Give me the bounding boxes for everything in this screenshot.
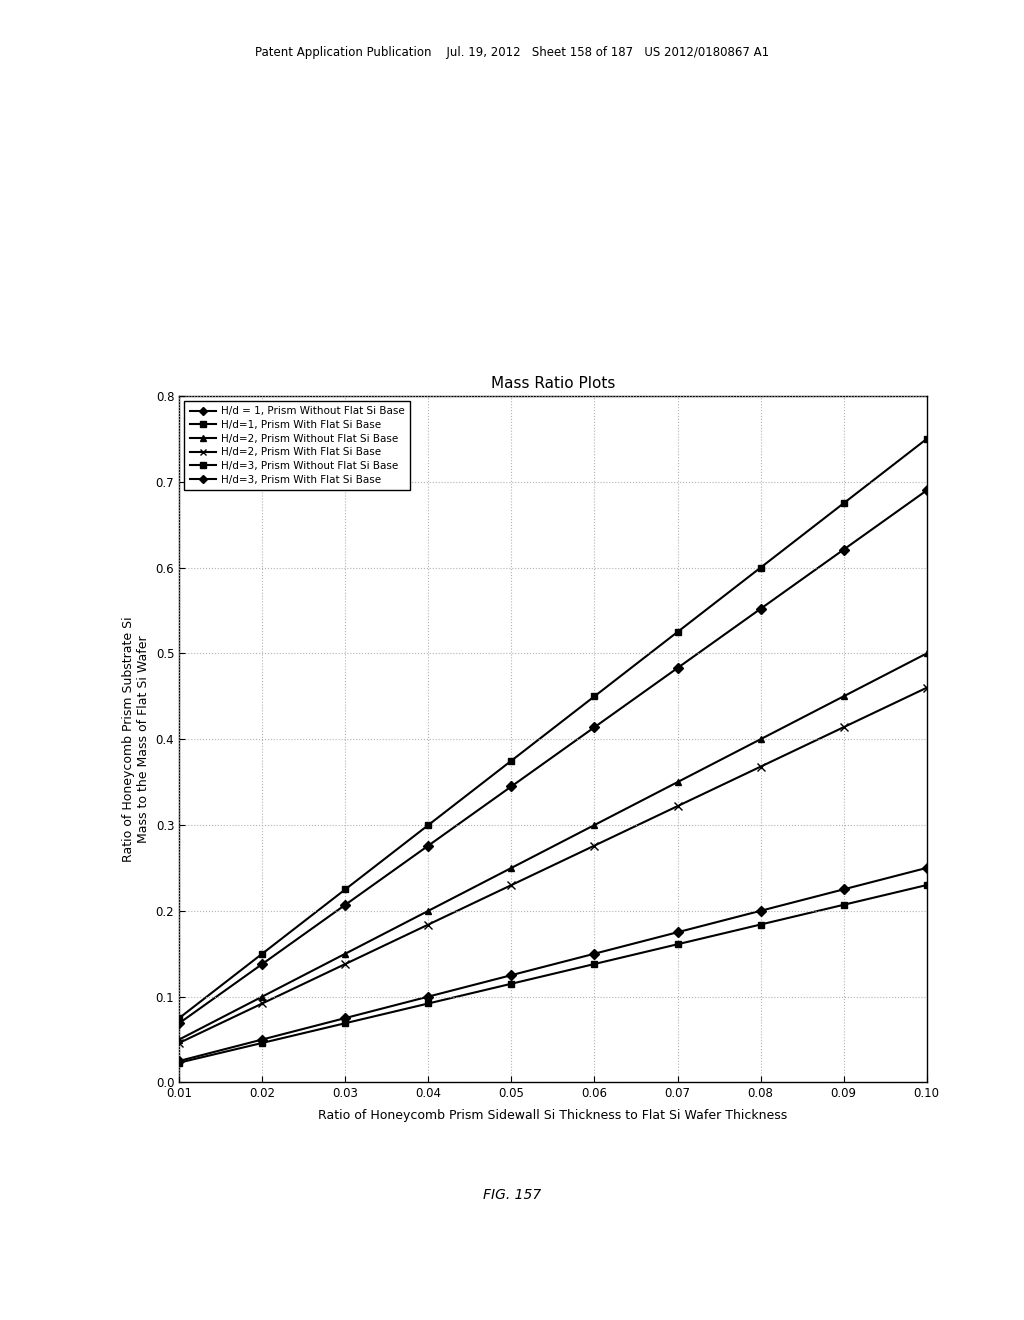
Y-axis label: Ratio of Honeycomb Prism Substrate Si
Mass to the Mass of Flat Si Wafer: Ratio of Honeycomb Prism Substrate Si Ma… [122,616,151,862]
Legend: H/d = 1, Prism Without Flat Si Base, H/d=1, Prism With Flat Si Base, H/d=2, Pris: H/d = 1, Prism Without Flat Si Base, H/d… [184,401,410,490]
Title: Mass Ratio Plots: Mass Ratio Plots [490,376,615,391]
Text: Patent Application Publication    Jul. 19, 2012   Sheet 158 of 187   US 2012/018: Patent Application Publication Jul. 19, … [255,46,769,59]
Text: FIG. 157: FIG. 157 [483,1188,541,1201]
X-axis label: Ratio of Honeycomb Prism Sidewall Si Thickness to Flat Si Wafer Thickness: Ratio of Honeycomb Prism Sidewall Si Thi… [318,1109,787,1122]
